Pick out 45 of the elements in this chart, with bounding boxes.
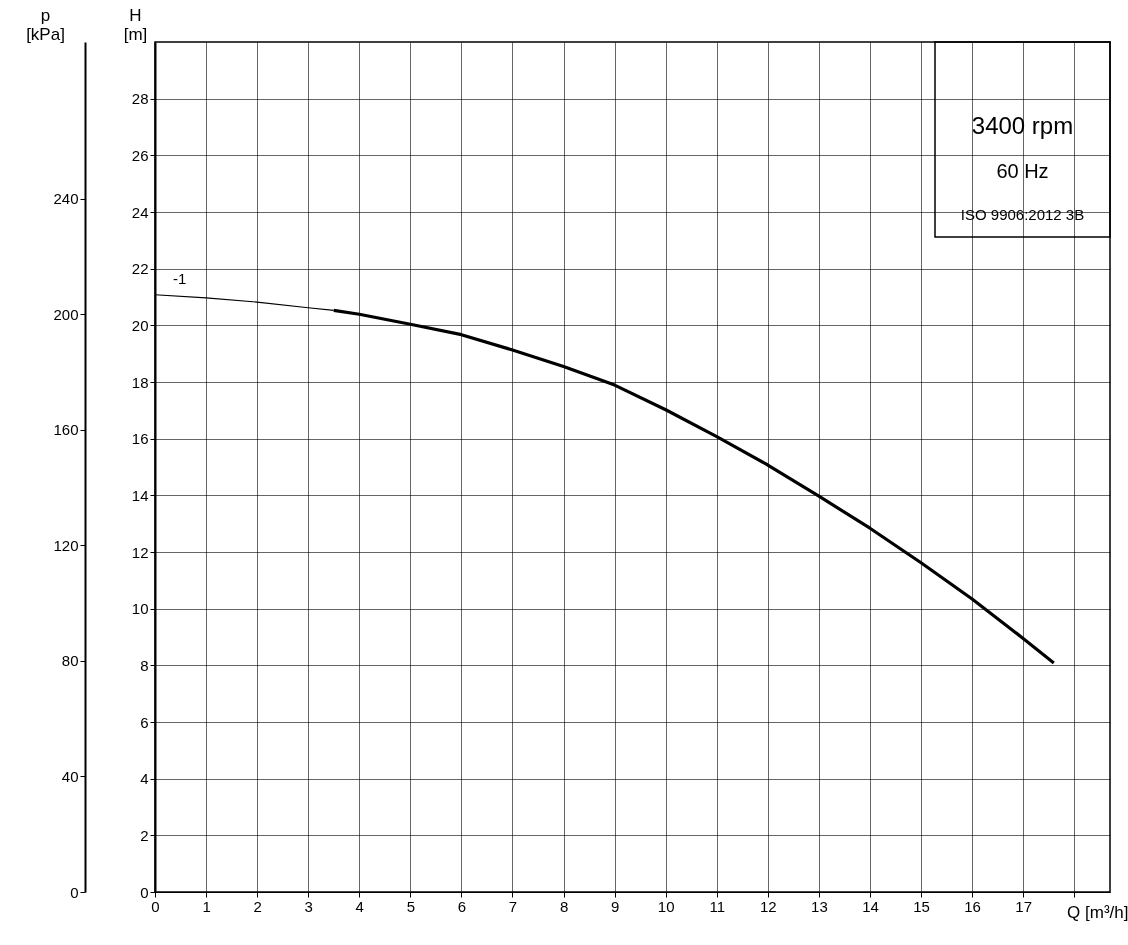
y2-tick-label: 80 [61, 652, 79, 670]
y-tick-label: 22 [131, 260, 149, 278]
y-tick-label: 16 [131, 430, 149, 448]
y2-tick-label: 40 [61, 767, 79, 785]
y-tick-label: 18 [131, 373, 149, 391]
x-tick-label: 2 [253, 897, 262, 915]
y-axis-title: H [m] [123, 5, 148, 44]
y-tick-label: 24 [131, 203, 149, 221]
y2-tick-label: 200 [53, 305, 79, 323]
y-tick-label: 0 [140, 883, 149, 901]
y2-tick-label: 240 [53, 190, 79, 208]
y-tick-label: 4 [140, 770, 149, 788]
x-tick-label: 17 [1015, 897, 1033, 915]
y-tick-label: 2 [140, 826, 149, 844]
y2-axis-title: p [kPa] [26, 5, 65, 44]
x-tick-label: 4 [355, 897, 364, 915]
y-tick-label: 26 [131, 146, 149, 164]
x-tick-label: 15 [913, 897, 930, 915]
x-tick-label: 16 [964, 897, 981, 915]
y-tick-label: 28 [131, 90, 149, 108]
x-tick-label: 6 [457, 897, 467, 915]
y2-tick-label: 120 [53, 536, 79, 554]
x-axis-title: Q [m³/h] [1067, 902, 1128, 922]
y-tick-label: 6 [140, 713, 149, 731]
x-tick-label: 13 [811, 897, 828, 915]
x-tick-label: 9 [610, 897, 620, 915]
x-tick-label: 8 [559, 897, 569, 915]
x-tick-label: 7 [508, 897, 518, 915]
annotation: 60 Hz [996, 160, 1049, 182]
y-tick-label: 10 [131, 600, 149, 618]
x-tick-label: 3 [304, 897, 313, 915]
x-tick-label: 10 [657, 897, 675, 915]
y2-tick-label: 0 [70, 883, 79, 901]
y-tick-label: 20 [131, 316, 149, 334]
y2-tick-label: 160 [53, 421, 79, 439]
x-tick-label: 14 [862, 897, 879, 915]
series-label: -1 [173, 269, 187, 287]
y-tick-label: 12 [131, 543, 149, 561]
x-tick-label: 1 [202, 897, 211, 915]
x-tick-label: 0 [151, 897, 160, 915]
y-tick-label: 8 [140, 656, 149, 674]
x-tick-label: 5 [406, 897, 416, 915]
y-tick-label: 14 [131, 486, 149, 504]
x-tick-label: 12 [759, 897, 777, 915]
x-tick-label: 11 [709, 897, 726, 915]
